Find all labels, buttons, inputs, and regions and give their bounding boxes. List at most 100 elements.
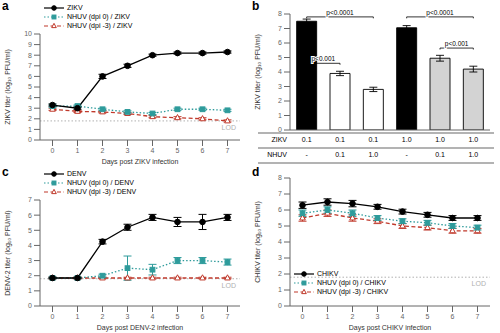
svg-text:0.1: 0.1 xyxy=(335,136,345,143)
svg-text:CHIKV titer (log₁₀ PFU/ml): CHIKV titer (log₁₀ PFU/ml) xyxy=(254,201,262,283)
svg-text:1.0: 1.0 xyxy=(368,151,378,158)
svg-text:DENV-2 titer (log₁₀ PFU/ml): DENV-2 titer (log₁₀ PFU/ml) xyxy=(8,210,12,295)
svg-text:3: 3 xyxy=(278,83,282,90)
svg-text:-: - xyxy=(405,151,408,158)
html-text:CHIKV: CHIKV xyxy=(317,270,339,277)
svg-text:3: 3 xyxy=(278,254,282,261)
html-text:ZIKV: ZIKV xyxy=(67,4,83,11)
svg-text:7: 7 xyxy=(476,313,480,320)
svg-text:4: 4 xyxy=(151,147,155,154)
svg-text:6: 6 xyxy=(451,313,455,320)
svg-text:1: 1 xyxy=(278,286,282,293)
svg-text:Days post ZIKV infection: Days post ZIKV infection xyxy=(102,158,179,166)
svg-text:2: 2 xyxy=(28,272,32,279)
html-text:a: a xyxy=(2,0,9,13)
svg-text:2: 2 xyxy=(101,313,105,320)
svg-text:7: 7 xyxy=(226,313,230,320)
svg-text:0.1: 0.1 xyxy=(302,136,312,143)
html-text:NHUV (dpi -3) / DENV: NHUV (dpi -3) / DENV xyxy=(67,188,137,195)
svg-text:7: 7 xyxy=(28,196,32,203)
svg-text:6: 6 xyxy=(201,313,205,320)
svg-text:3: 3 xyxy=(28,105,32,112)
svg-text:7: 7 xyxy=(28,62,32,69)
svg-text:0: 0 xyxy=(28,302,32,309)
html-text:NHUV (dpi -3) / ZIKV: NHUV (dpi -3) / ZIKV xyxy=(67,22,133,29)
svg-text:5: 5 xyxy=(278,54,282,61)
svg-text:5: 5 xyxy=(176,147,180,154)
svg-text:NHUV: NHUV xyxy=(267,151,287,158)
svg-text:8: 8 xyxy=(278,10,282,17)
svg-text:1.0: 1.0 xyxy=(468,151,478,158)
svg-text:3: 3 xyxy=(126,147,130,154)
svg-text:p<0.001: p<0.001 xyxy=(311,55,335,63)
svg-text:5: 5 xyxy=(28,227,32,234)
svg-text:2: 2 xyxy=(278,270,282,277)
svg-text:ZIKV: ZIKV xyxy=(271,136,287,143)
svg-text:LOD: LOD xyxy=(222,124,236,131)
svg-text:1: 1 xyxy=(278,112,282,119)
svg-text:4: 4 xyxy=(278,238,282,245)
svg-text:2: 2 xyxy=(278,97,282,104)
svg-text:Days post DENV-2 infection: Days post DENV-2 infection xyxy=(97,324,183,332)
svg-text:-: - xyxy=(305,151,308,158)
svg-text:4: 4 xyxy=(278,68,282,75)
svg-text:7: 7 xyxy=(278,25,282,32)
html-text:NHUV (dpi 0) / ZIKV: NHUV (dpi 0) / ZIKV xyxy=(67,13,130,20)
svg-text:1: 1 xyxy=(326,313,330,320)
svg-text:5: 5 xyxy=(426,313,430,320)
svg-text:Days post CHIKV infection: Days post CHIKV infection xyxy=(349,324,432,332)
svg-text:5: 5 xyxy=(278,222,282,229)
svg-text:1: 1 xyxy=(76,313,80,320)
svg-text:0: 0 xyxy=(278,126,282,133)
svg-text:4: 4 xyxy=(28,242,32,249)
svg-text:0: 0 xyxy=(51,147,55,154)
svg-text:p<0.001: p<0.001 xyxy=(445,40,469,48)
svg-text:0.1: 0.1 xyxy=(368,136,378,143)
svg-text:3: 3 xyxy=(376,313,380,320)
html-text:c: c xyxy=(2,165,9,179)
svg-text:6: 6 xyxy=(28,73,32,80)
svg-text:7: 7 xyxy=(278,190,282,197)
svg-text:2: 2 xyxy=(28,115,32,122)
html-text:b: b xyxy=(252,0,260,13)
svg-text:p<0.0001: p<0.0001 xyxy=(426,9,454,17)
svg-text:1: 1 xyxy=(28,287,32,294)
svg-text:0: 0 xyxy=(301,313,305,320)
svg-text:0: 0 xyxy=(51,313,55,320)
svg-text:1.0: 1.0 xyxy=(468,136,478,143)
svg-text:6: 6 xyxy=(201,147,205,154)
svg-text:6: 6 xyxy=(28,212,32,219)
svg-text:0: 0 xyxy=(278,302,282,309)
svg-text:6: 6 xyxy=(278,39,282,46)
svg-text:1.0: 1.0 xyxy=(402,136,412,143)
svg-text:8: 8 xyxy=(278,174,282,181)
html-text:DENV: DENV xyxy=(67,170,87,177)
svg-text:8: 8 xyxy=(28,52,32,59)
html-text:d: d xyxy=(252,165,260,179)
svg-text:7: 7 xyxy=(226,147,230,154)
svg-text:0: 0 xyxy=(28,136,32,143)
svg-text:0.1: 0.1 xyxy=(435,151,445,158)
svg-text:1.0: 1.0 xyxy=(435,136,445,143)
svg-text:ZIKV titer (log₁₀ PFU/ml): ZIKV titer (log₁₀ PFU/ml) xyxy=(254,34,262,110)
svg-text:1: 1 xyxy=(76,147,80,154)
svg-text:4: 4 xyxy=(401,313,405,320)
svg-text:1: 1 xyxy=(28,126,32,133)
svg-text:ZIKV titer (log₁₀ PFU/ml): ZIKV titer (log₁₀ PFU/ml) xyxy=(8,49,12,125)
svg-text:0.1: 0.1 xyxy=(335,151,345,158)
svg-text:5: 5 xyxy=(28,83,32,90)
svg-text:10: 10 xyxy=(24,30,32,37)
svg-text:4: 4 xyxy=(28,94,32,101)
svg-text:2: 2 xyxy=(101,147,105,154)
svg-text:5: 5 xyxy=(176,313,180,320)
svg-text:6: 6 xyxy=(278,206,282,213)
html-text:NHUV (dpi 0) / DENV: NHUV (dpi 0) / DENV xyxy=(67,179,134,186)
svg-text:LOD: LOD xyxy=(472,280,486,287)
svg-text:3: 3 xyxy=(126,313,130,320)
svg-text:2: 2 xyxy=(351,313,355,320)
svg-text:p<0.0001: p<0.0001 xyxy=(326,9,354,17)
svg-text:3: 3 xyxy=(28,257,32,264)
svg-text:9: 9 xyxy=(28,41,32,48)
svg-text:LOD: LOD xyxy=(222,282,236,289)
svg-text:4: 4 xyxy=(151,313,155,320)
